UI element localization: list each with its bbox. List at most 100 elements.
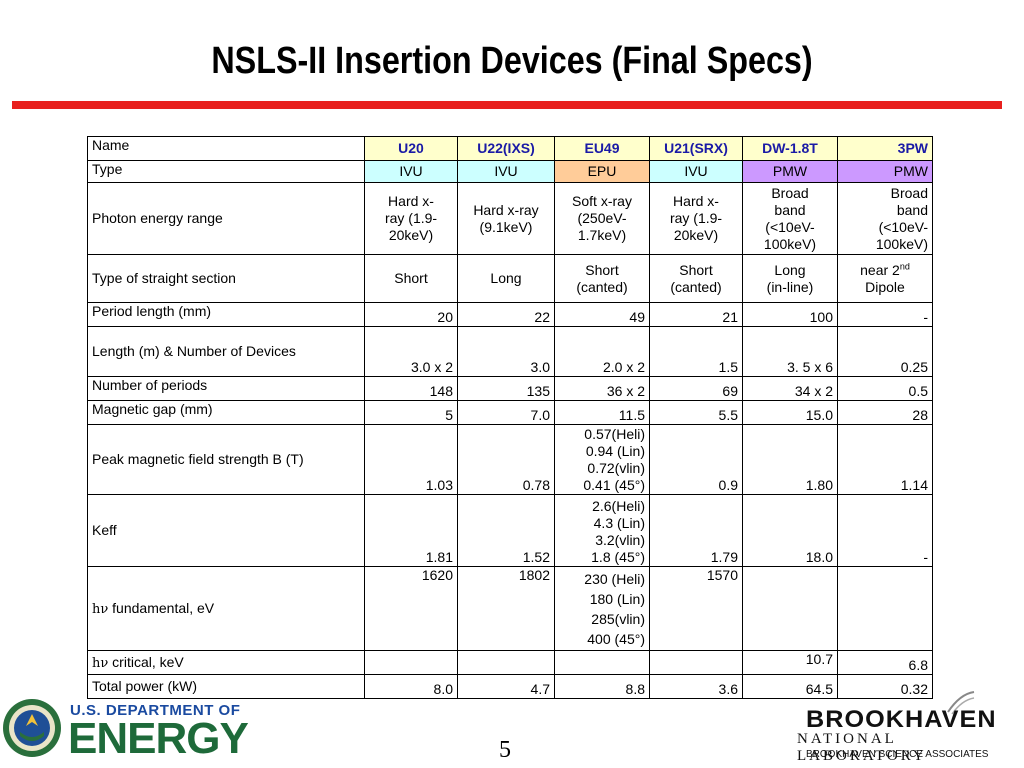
fund-cell: 1620 [364,566,458,651]
bnl-associates: BROOKHAVEN SCIENCE ASSOCIATES [806,749,989,760]
nperiods-cell: 148 [364,376,458,401]
table-row-type: Type IVU IVU EPU IVU PMW PMW [87,160,933,183]
fund-cell [742,566,838,651]
length-cell: 2.0 x 2 [554,326,650,377]
photon-cell: Broad band (<10eV- 100keV) [837,182,933,255]
col-header-dw: DW-1.8T [742,136,838,161]
keff-cell-eu49: 2.6(Heli) 4.3 (Lin) 3.2(vlin) 1.8 (45°) [554,494,650,567]
keff-cell: 1.79 [649,494,743,567]
peak-cell: 0.9 [649,424,743,495]
type-cell: IVU [364,160,458,183]
fund-cell-eu49: 230 (Heli) 180 (Lin) 285(vlin) 400 (45°) [554,566,650,651]
row-label-period: Period length (mm) [87,302,365,327]
power-cell: 0.32 [837,674,933,699]
peak-cell: 0.78 [457,424,555,495]
table-row-gap: Magnetic gap (mm) 5 7.0 11.5 5.5 15.0 28 [87,400,933,425]
period-cell: 100 [742,302,838,327]
col-header-u22: U22(IXS) [457,136,555,161]
fund-cell: 1802 [457,566,555,651]
peak-cell: 1.80 [742,424,838,495]
length-cell: 3.0 [457,326,555,377]
straight-cell: Long (in-line) [742,254,838,303]
table-row-period: Period length (mm) 20 22 49 21 100 - [87,302,933,327]
row-label-straight: Type of straight section [87,254,365,303]
length-cell: 0.25 [837,326,933,377]
gap-cell: 28 [837,400,933,425]
nperiods-cell: 34 x 2 [742,376,838,401]
slide-title: NSLS-II Insertion Devices (Final Specs) [211,40,813,82]
nperiods-cell: 36 x 2 [554,376,650,401]
photon-cell: Hard x-ray (9.1keV) [457,182,555,255]
period-cell: 20 [364,302,458,327]
straight-cell: near 2nd Dipole [837,254,933,303]
straight-cell: Short (canted) [554,254,650,303]
row-label-keff: Keff [87,494,365,567]
peak-cell: 1.14 [837,424,933,495]
row-label-type: Type [87,160,365,183]
row-label-gap: Magnetic gap (mm) [87,400,365,425]
type-cell: PMW [837,160,933,183]
photon-cell: Hard x-ray (1.9- 20keV) [364,182,458,255]
period-cell: 49 [554,302,650,327]
table-row-critical: hν critical, keV 10.7 6.8 [87,650,933,675]
row-label-power: Total power (kW) [87,674,365,699]
table-row-photon: Photon energy range Hard x-ray (1.9- 20ke… [87,182,933,255]
crit-cell [457,650,555,675]
fund-cell [837,566,933,651]
row-label-peak: Peak magnetic field strength B (T) [87,424,365,495]
row-label-photon: Photon energy range [87,182,365,255]
period-cell: 21 [649,302,743,327]
type-cell: IVU [649,160,743,183]
gap-cell: 11.5 [554,400,650,425]
table-row-keff: Keff 1.81 1.52 2.6(Heli) 4.3 (Lin) 3.2(vli… [87,494,933,567]
table-row-name: Name U20 U22(IXS) EU49 U21(SRX) DW-1.8T … [87,136,933,161]
keff-cell: 1.81 [364,494,458,567]
period-cell: 22 [457,302,555,327]
doe-seal-icon [3,699,61,757]
col-header-u21: U21(SRX) [649,136,743,161]
photon-cell: Soft x-ray (250eV- 1.7keV) [554,182,650,255]
keff-cell: 18.0 [742,494,838,567]
keff-cell: - [837,494,933,567]
power-cell: 8.0 [364,674,458,699]
gap-cell: 15.0 [742,400,838,425]
nperiods-cell: 69 [649,376,743,401]
row-label-name: Name [87,136,365,161]
crit-cell [364,650,458,675]
crit-cell: 10.7 [742,650,838,675]
crit-cell: 6.8 [837,650,933,675]
bnl-subtitle: NATIONAL LABORATORY [797,731,927,764]
table-row-power: Total power (kW) 8.0 4.7 8.8 3.6 64.5 0.… [87,674,933,699]
straight-cell: Short (canted) [649,254,743,303]
table-row-length: Length (m) & Number of Devices 3.0 x 2 3… [87,326,933,377]
bnl-wordmark: BROOKHAVEN [806,706,997,733]
crit-cell [649,650,743,675]
period-cell: - [837,302,933,327]
type-cell: EPU [554,160,650,183]
type-cell: IVU [457,160,555,183]
col-header-eu49: EU49 [554,136,650,161]
keff-cell: 1.52 [457,494,555,567]
slide-footer: U.S. DEPARTMENT OF ENERGY 5 BROOKHAVEN N… [0,688,1024,768]
row-label-length: Length (m) & Number of Devices [87,326,365,377]
power-cell: 8.8 [554,674,650,699]
spec-table: Name U20 U22(IXS) EU49 U21(SRX) DW-1.8T … [87,136,933,699]
nperiods-cell: 0.5 [837,376,933,401]
row-label-nperiods: Number of periods [87,376,365,401]
straight-cell: Short [364,254,458,303]
peak-cell: 1.03 [364,424,458,495]
photon-cell: Hard x-ray (1.9- 20keV) [649,182,743,255]
table-row-nperiods: Number of periods 148 135 36 x 2 69 34 x… [87,376,933,401]
fund-cell: 1570 [649,566,743,651]
col-header-3pw: 3PW [837,136,933,161]
peak-cell-eu49: 0.57(Heli) 0.94 (Lin) 0.72(vlin) 0.41 (45°) [554,424,650,495]
type-cell: PMW [742,160,838,183]
photon-cell: Broad band (<10eV- 100keV) [742,182,838,255]
title-underline [12,101,1002,109]
doe-wordmark-energy: ENERGY [68,714,249,763]
gap-cell: 7.0 [457,400,555,425]
doe-wordmark-top: U.S. DEPARTMENT OF [70,702,241,719]
straight-cell: Long [457,254,555,303]
crit-cell [554,650,650,675]
gap-cell: 5 [364,400,458,425]
